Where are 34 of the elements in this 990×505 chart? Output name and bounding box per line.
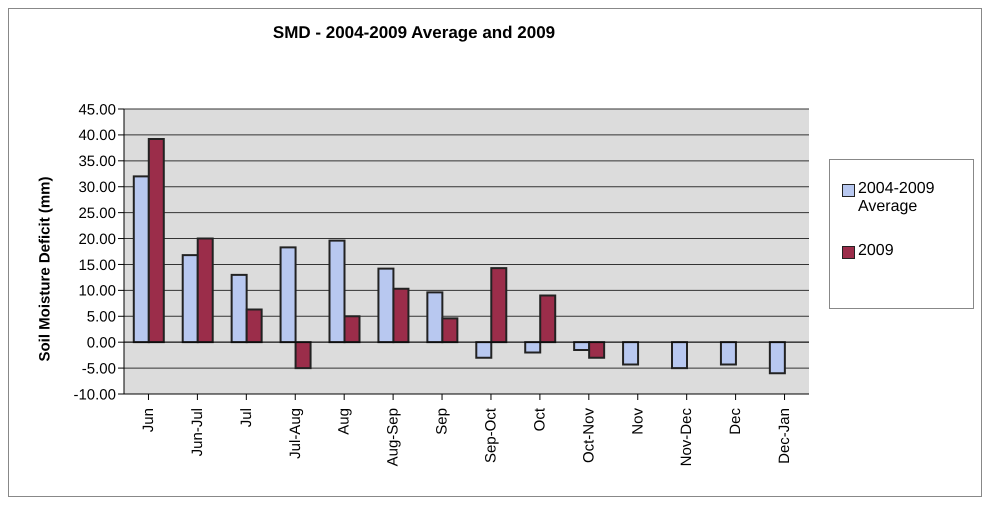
y-tick-label: 40.00 <box>78 127 116 144</box>
legend-label: 2004-2009 Average <box>858 180 936 216</box>
y-tick-label: -5.00 <box>82 360 116 378</box>
bar <box>720 341 737 366</box>
y-tick-label: 15.00 <box>78 256 116 274</box>
y-tick-label: 0.00 <box>86 334 116 352</box>
x-tick-label: Jul-Aug <box>286 408 304 459</box>
x-tick-label: Sep-Oct <box>482 407 500 464</box>
x-tick-label: Dec-Jan <box>776 408 794 464</box>
x-tick-label: Nov-Dec <box>678 408 696 466</box>
y-axis-title: Soil Moisture Deficit (mm) <box>36 176 54 362</box>
y-tick-label: 25.00 <box>78 204 116 222</box>
bar <box>622 341 640 366</box>
x-tick-label: Jun <box>140 408 157 432</box>
legend-label: 2009 <box>858 242 894 260</box>
x-tick-label: Jul <box>238 408 255 428</box>
x-tick-label: Oct <box>531 407 548 432</box>
y-tick-label: 45.00 <box>78 101 116 118</box>
y-tick-label: 30.00 <box>78 179 116 196</box>
x-tick-label: Nov <box>629 408 646 435</box>
x-tick-label: Oct-Nov <box>580 408 598 464</box>
x-tick-label: Sep <box>434 408 451 435</box>
x-tick-label: Aug <box>336 408 353 435</box>
y-tick-label: -10.00 <box>73 386 116 404</box>
bar <box>671 341 688 370</box>
chart-title: SMD - 2004-2009 Average and 2009 <box>272 23 556 43</box>
x-tick-label: Aug-Sep <box>384 408 402 466</box>
bar <box>768 341 786 374</box>
y-tick-label: 20.00 <box>78 230 116 248</box>
x-tick-label: Dec <box>727 408 744 435</box>
y-tick-label: 5.00 <box>86 308 116 326</box>
y-tick-label: 10.00 <box>78 282 116 300</box>
x-tick-label: Jun-Jul <box>188 408 206 456</box>
y-tick-label: 35.00 <box>78 153 116 170</box>
